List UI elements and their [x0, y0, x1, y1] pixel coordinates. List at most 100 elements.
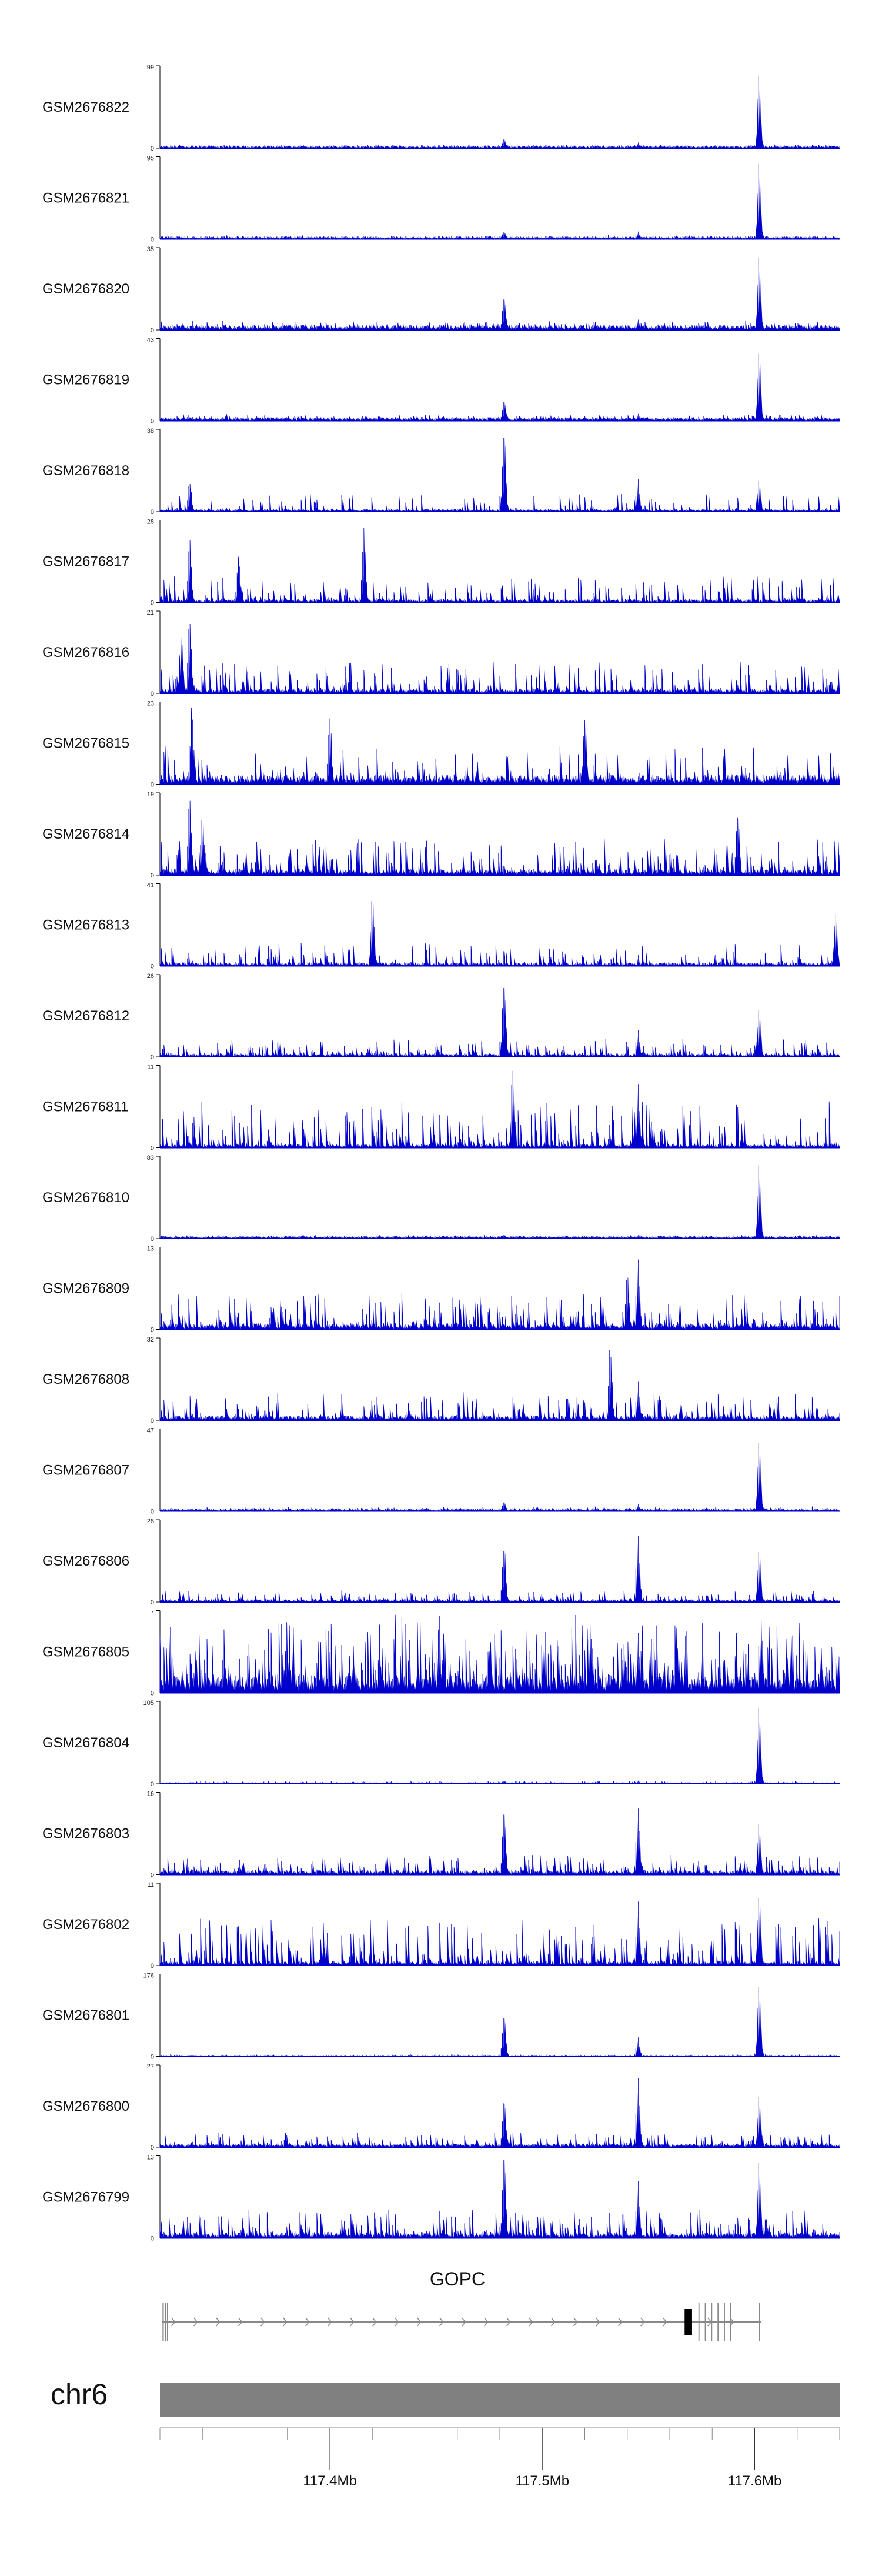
signal-track: GSM2676807 47 0 — [42, 1427, 840, 1516]
signal-track: GSM2676804 105 0 — [42, 1700, 840, 1788]
signal-track: GSM2676821 95 0 — [42, 155, 840, 243]
signal-track: GSM2676817 28 0 — [42, 519, 840, 607]
track-ymin-label: 0 — [151, 1509, 154, 1516]
track-ymax-label: 47 — [147, 1427, 154, 1434]
gene-exon — [166, 2303, 168, 2341]
track-ymax-label: 28 — [147, 519, 154, 526]
track-ymax-label: 38 — [147, 428, 154, 435]
track-ymax-label: 95 — [147, 155, 154, 162]
signal-area — [159, 1259, 840, 1331]
track-ymin-label: 0 — [151, 1781, 154, 1788]
signal-track: GSM2676801 176 0 — [42, 1973, 840, 2061]
track-ymin-label: 0 — [151, 2054, 154, 2061]
track-ymin-label: 0 — [151, 2235, 154, 2243]
signal-area — [159, 1350, 840, 1422]
signal-area — [159, 800, 840, 876]
strand-arrow — [417, 2317, 422, 2327]
track-label: GSM2676817 — [42, 554, 129, 570]
signal-track: GSM2676812 26 0 — [42, 973, 840, 1061]
track-label: GSM2676805 — [42, 1644, 129, 1660]
strand-arrow — [395, 2317, 399, 2327]
signal-track: GSM2676808 32 0 — [42, 1336, 840, 1424]
track-ymax-label: 23 — [147, 700, 154, 708]
track-ymin-label: 0 — [151, 1599, 154, 1606]
strand-arrow — [439, 2317, 444, 2327]
strand-arrow — [640, 2317, 645, 2327]
signal-area — [159, 1614, 840, 1693]
track-ymin-label: 0 — [151, 872, 154, 879]
track-ymin-label: 0 — [151, 1145, 154, 1152]
track-ymin-label: 0 — [151, 1236, 154, 1243]
track-ymax-label: 83 — [147, 1154, 154, 1162]
signal-area — [159, 1443, 840, 1513]
signal-track: GSM2676818 38 0 — [42, 428, 840, 516]
track-label: GSM2676816 — [42, 645, 129, 660]
signal-area — [159, 2160, 840, 2240]
track-ymin-label: 0 — [151, 145, 154, 152]
strand-arrow — [529, 2317, 533, 2327]
signal-track: GSM2676800 27 0 — [42, 2063, 840, 2151]
track-label: GSM2676811 — [42, 1099, 128, 1115]
track-ymax-label: 99 — [147, 64, 154, 71]
x-tick-label: 117.5Mb — [515, 2473, 569, 2489]
track-label: GSM2676804 — [42, 1735, 129, 1751]
track-ymax-label: 176 — [143, 1973, 154, 1980]
track-label: GSM2676809 — [42, 1281, 129, 1297]
signal-area — [159, 1707, 840, 1785]
strand-arrow — [238, 2317, 243, 2327]
track-ymin-label: 0 — [151, 509, 154, 516]
signal-track: GSM2676810 83 0 — [42, 1154, 840, 1243]
track-ymin-label: 0 — [151, 600, 154, 607]
track-ymin-label: 0 — [151, 963, 154, 970]
track-ymin-label: 0 — [151, 1963, 154, 1970]
signal-area — [159, 76, 840, 149]
strand-arrow — [171, 2317, 176, 2327]
strand-arrow — [305, 2317, 310, 2327]
track-ymax-label: 27 — [147, 2063, 154, 2070]
signal-track: GSM2676805 7 0 — [42, 1609, 840, 1697]
track-label: GSM2676807 — [42, 1463, 129, 1479]
x-tick-label: 117.6Mb — [728, 2473, 782, 2489]
track-label: GSM2676812 — [42, 1008, 129, 1024]
signal-area — [159, 1536, 840, 1603]
track-ymax-label: 13 — [147, 2154, 154, 2161]
chromosome-bar — [160, 2383, 840, 2417]
signal-area — [159, 708, 840, 785]
track-ymax-label: 43 — [147, 337, 154, 344]
signal-track: GSM2676822 99 0 — [42, 64, 840, 152]
gene-exon — [730, 2303, 731, 2341]
strand-arrow — [328, 2317, 332, 2327]
strand-arrow — [573, 2317, 578, 2327]
strand-arrow — [260, 2317, 265, 2327]
track-ymin-label: 0 — [151, 236, 154, 243]
signal-track: GSM2676803 16 0 — [42, 1791, 840, 1879]
strand-arrow — [484, 2317, 489, 2327]
gene-exon — [164, 2303, 166, 2341]
signal-area — [159, 528, 840, 604]
signal-track: GSM2676814 19 0 — [42, 791, 840, 879]
signal-track: GSM2676809 13 0 — [42, 1246, 840, 1334]
track-label: GSM2676808 — [42, 1372, 129, 1387]
signal-track: GSM2676820 35 0 — [42, 246, 840, 334]
strand-arrow — [283, 2317, 288, 2327]
gene-exon — [724, 2303, 725, 2341]
track-label: GSM2676802 — [42, 1917, 129, 1933]
gene-exon — [717, 2303, 719, 2341]
track-label: GSM2676821 — [42, 191, 129, 206]
signal-area — [159, 438, 840, 513]
track-ymax-label: 35 — [147, 246, 154, 253]
signal-track: GSM2676799 13 0 — [42, 2154, 840, 2243]
track-ymax-label: 105 — [143, 1700, 154, 1707]
strand-arrow — [596, 2317, 600, 2327]
track-label: GSM2676813 — [42, 917, 129, 933]
track-label: GSM2676822 — [42, 99, 129, 115]
strand-arrow — [506, 2317, 511, 2327]
signal-area — [159, 988, 840, 1058]
signal-area — [159, 353, 840, 422]
gene-exon — [698, 2303, 700, 2341]
track-ymin-label: 0 — [151, 1872, 154, 1879]
signal-area — [159, 163, 840, 241]
track-ymax-label: 11 — [148, 1881, 154, 1888]
strand-arrow — [462, 2317, 466, 2327]
